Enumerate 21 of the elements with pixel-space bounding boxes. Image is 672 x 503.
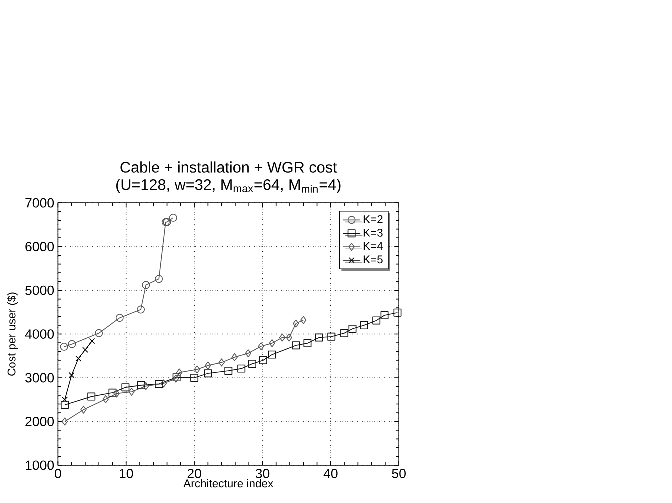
x-tick-label: 30 [256,468,270,478]
x-tick-label: 50 [392,468,406,478]
y-axis-title: Cost per user ($) [7,292,18,376]
y-tick-label: 7000 [26,198,54,208]
x-tick-label: 0 [55,468,62,478]
y-tick-label: 5000 [26,286,54,296]
chart-subtitle: (U=128, w=32, M$_{max}$=64, M$_{min}$=4) [116,178,341,194]
legend-label: K=2 [364,215,383,224]
y-tick-label: 2000 [26,416,54,426]
chart-title: Cable + installation + WGR cost [120,162,338,173]
x-axis-title: Architecture index [184,479,274,488]
y-tick-label: 4000 [25,329,54,339]
legend-label: K=4 [364,242,383,250]
x-tick-label: 20 [188,468,202,478]
y-tick-label: 6000 [26,242,54,252]
x-tick-label: 40 [324,468,338,478]
legend-label: K=5 [364,256,383,264]
x-tick-label: 10 [120,468,134,478]
legend-label: K=3 [364,228,383,237]
y-tick-label: 3000 [26,373,54,383]
y-tick-label: 1000 [26,460,54,470]
